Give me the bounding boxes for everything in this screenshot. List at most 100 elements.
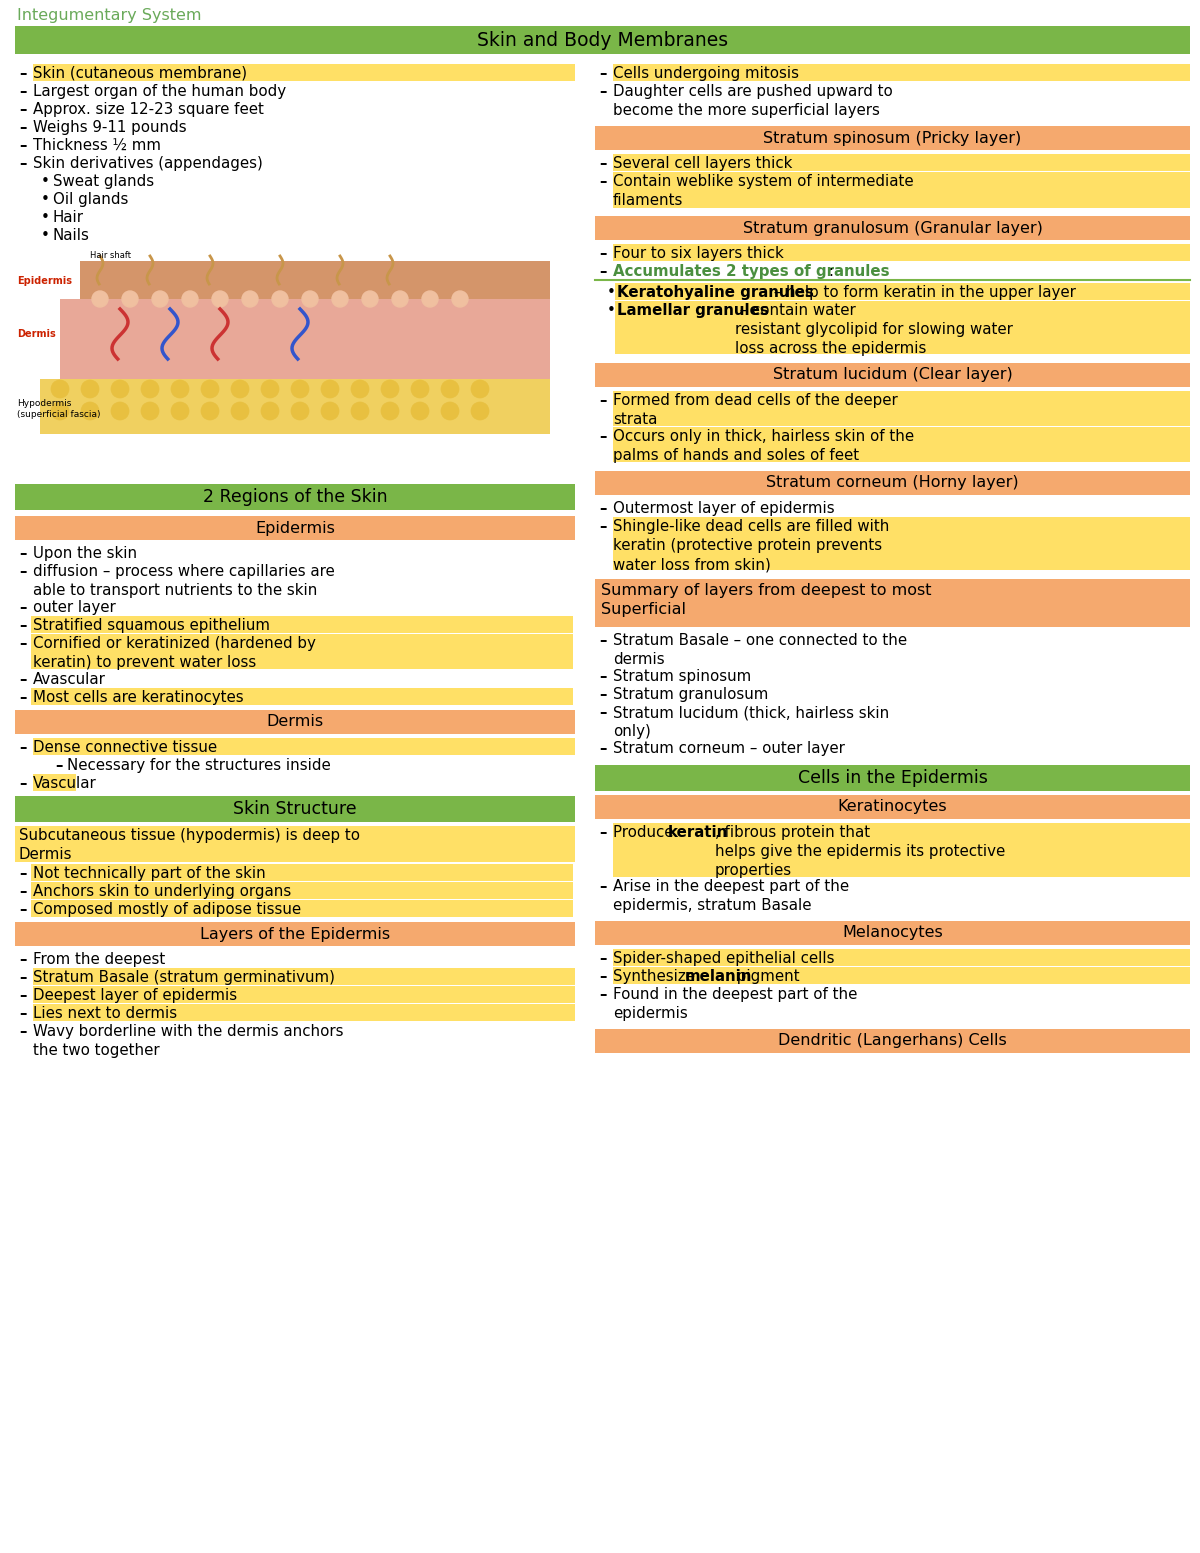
Text: –: – (599, 950, 606, 966)
Circle shape (82, 380, 98, 398)
Text: Stratum corneum – outer layer: Stratum corneum – outer layer (613, 741, 845, 756)
Text: Stratum spinosum: Stratum spinosum (613, 669, 751, 683)
Text: :: : (828, 264, 833, 280)
Circle shape (422, 290, 438, 307)
FancyBboxPatch shape (60, 300, 550, 379)
Text: –: – (599, 988, 606, 1002)
Text: Wavy borderline with the dermis anchors
the two together: Wavy borderline with the dermis anchors … (34, 1023, 343, 1058)
Text: –: – (19, 1006, 26, 1020)
Text: •: • (41, 174, 50, 189)
Text: Found in the deepest part of the
epidermis: Found in the deepest part of the epiderm… (613, 988, 857, 1022)
Text: Stratum Basale (stratum germinativum): Stratum Basale (stratum germinativum) (34, 971, 335, 985)
Text: –: – (19, 739, 26, 755)
Text: Dermis: Dermis (266, 714, 324, 730)
Text: Spider-shaped epithelial cells: Spider-shaped epithelial cells (613, 950, 834, 966)
Text: Cells in the Epidermis: Cells in the Epidermis (798, 769, 988, 787)
FancyBboxPatch shape (613, 517, 1190, 570)
FancyBboxPatch shape (613, 968, 1190, 985)
FancyBboxPatch shape (34, 64, 575, 81)
Text: –: – (599, 634, 606, 648)
Text: –: – (599, 155, 606, 171)
Text: Stratum granulosum: Stratum granulosum (613, 686, 768, 702)
FancyBboxPatch shape (31, 617, 574, 634)
Circle shape (382, 402, 398, 419)
Text: –: – (599, 969, 606, 985)
FancyBboxPatch shape (31, 882, 574, 899)
Text: Integumentary System: Integumentary System (17, 8, 202, 23)
Text: –: – (599, 825, 606, 840)
Text: –: – (19, 599, 26, 615)
Text: Cornified or keratinized (hardened by
keratin) to prevent water loss: Cornified or keratinized (hardened by ke… (34, 637, 316, 671)
Text: Stratum granulosum (Granular layer): Stratum granulosum (Granular layer) (743, 221, 1043, 236)
Text: –: – (19, 1023, 26, 1039)
Circle shape (442, 402, 458, 419)
Text: –: – (599, 84, 606, 99)
Text: Stratum lucidum (thick, hairless skin
only): Stratum lucidum (thick, hairless skin on… (613, 705, 889, 739)
Circle shape (262, 402, 278, 419)
Text: –: – (19, 65, 26, 81)
Text: Arise in the deepest part of the
epidermis, stratum Basale: Arise in the deepest part of the epiderm… (613, 879, 850, 913)
Text: Sweat glands: Sweat glands (53, 174, 154, 189)
Circle shape (262, 380, 278, 398)
Text: Hypodermis
(superficial fascia): Hypodermis (superficial fascia) (17, 399, 101, 419)
FancyBboxPatch shape (14, 26, 1190, 54)
Text: – help to form keratin in the upper layer: – help to form keratin in the upper laye… (769, 286, 1076, 300)
Text: 2 Regions of the Skin: 2 Regions of the Skin (203, 488, 388, 506)
Circle shape (322, 380, 340, 398)
Circle shape (242, 290, 258, 307)
FancyBboxPatch shape (31, 688, 574, 705)
FancyBboxPatch shape (613, 427, 1190, 461)
Text: –: – (19, 690, 26, 705)
Circle shape (230, 402, 250, 419)
FancyBboxPatch shape (34, 986, 575, 1003)
Text: –: – (599, 705, 606, 721)
Text: Daughter cells are pushed upward to
become the more superficial layers: Daughter cells are pushed upward to beco… (613, 84, 893, 118)
Text: Composed mostly of adipose tissue: Composed mostly of adipose tissue (34, 902, 301, 916)
FancyBboxPatch shape (613, 391, 1190, 426)
Text: Subcutaneous tissue (hypodermis) is deep to
Dermis: Subcutaneous tissue (hypodermis) is deep… (19, 828, 360, 862)
Circle shape (50, 402, 70, 419)
Text: –: – (599, 245, 606, 261)
FancyBboxPatch shape (40, 379, 550, 433)
Text: Nails: Nails (53, 228, 90, 242)
Text: •: • (41, 210, 50, 225)
FancyBboxPatch shape (14, 922, 575, 946)
Circle shape (212, 290, 228, 307)
Circle shape (122, 290, 138, 307)
Text: –: – (19, 637, 26, 651)
FancyBboxPatch shape (14, 797, 575, 822)
Circle shape (470, 380, 490, 398)
FancyBboxPatch shape (595, 216, 1190, 241)
Text: Largest organ of the human body: Largest organ of the human body (34, 84, 286, 99)
Circle shape (442, 380, 458, 398)
FancyBboxPatch shape (595, 363, 1190, 387)
Text: Summary of layers from deepest to most
Superficial: Summary of layers from deepest to most S… (601, 582, 931, 617)
Circle shape (112, 380, 130, 398)
FancyBboxPatch shape (616, 283, 1190, 300)
FancyBboxPatch shape (613, 244, 1190, 261)
Text: – contain water
resistant glycolipid for slowing water
loss across the epidermis: – contain water resistant glycolipid for… (734, 303, 1013, 356)
Text: Upon the skin: Upon the skin (34, 547, 137, 561)
Text: Dense connective tissue: Dense connective tissue (34, 739, 217, 755)
Text: –: – (19, 102, 26, 116)
Circle shape (392, 290, 408, 307)
Text: keratin: keratin (668, 825, 728, 840)
Text: Anchors skin to underlying organs: Anchors skin to underlying organs (34, 884, 292, 899)
Text: Necessary for the structures inside: Necessary for the structures inside (67, 758, 331, 773)
Text: –: – (19, 988, 26, 1003)
FancyBboxPatch shape (595, 471, 1190, 495)
FancyBboxPatch shape (31, 634, 574, 669)
FancyBboxPatch shape (613, 172, 1190, 208)
Circle shape (352, 380, 370, 398)
Text: Epidermis: Epidermis (17, 276, 72, 286)
FancyBboxPatch shape (34, 773, 76, 790)
Text: –: – (599, 429, 606, 444)
Text: Formed from dead cells of the deeper
strata: Formed from dead cells of the deeper str… (613, 393, 898, 427)
FancyBboxPatch shape (14, 248, 575, 478)
Text: •: • (41, 193, 50, 207)
Text: –: – (19, 155, 26, 171)
Text: –: – (19, 902, 26, 916)
Text: –: – (19, 618, 26, 634)
Text: –: – (19, 952, 26, 968)
Text: –: – (55, 758, 62, 773)
